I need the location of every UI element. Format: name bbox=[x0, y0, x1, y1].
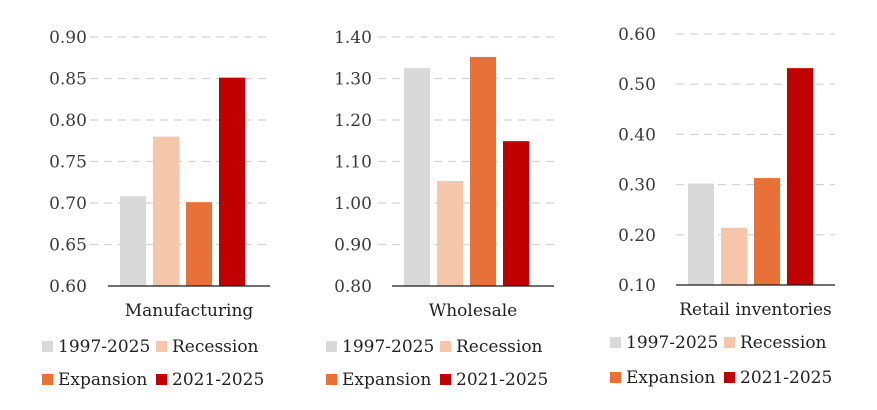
legend-swatch bbox=[610, 372, 621, 383]
y-tick-label: 0.70 bbox=[49, 194, 87, 214]
legend: 1997-2025 Recession Expansion 2021-2025 bbox=[326, 337, 548, 390]
legend-label: Recession bbox=[740, 333, 827, 353]
y-tick-label: 1.30 bbox=[334, 70, 372, 90]
bar-1997-2025 bbox=[120, 196, 146, 286]
y-tick-label: 0.20 bbox=[618, 226, 656, 246]
bar-1997-2025 bbox=[688, 183, 714, 285]
legend-swatch bbox=[42, 374, 53, 385]
chart-panel-2: 0.80 0.90 1.00 1.10 1.20 1.30 1.40 Wholesale 199… bbox=[326, 28, 554, 390]
y-tick-label: 0.80 bbox=[49, 111, 87, 131]
y-tick-label: 0.65 bbox=[49, 236, 87, 256]
legend-swatch bbox=[156, 341, 167, 352]
bar-2021-2025 bbox=[503, 141, 529, 286]
legend-swatch bbox=[724, 372, 735, 383]
x-category-label: Manufacturing bbox=[125, 301, 254, 321]
bar-recession bbox=[721, 227, 747, 285]
bar-expansion bbox=[186, 202, 212, 286]
legend-label: 2021-2025 bbox=[172, 370, 264, 390]
legend-label: Expansion bbox=[626, 368, 715, 388]
legend-swatch bbox=[326, 374, 337, 385]
legend-label: Recession bbox=[456, 337, 543, 357]
legend-swatch bbox=[42, 341, 53, 352]
y-tick-label: 0.50 bbox=[618, 75, 656, 95]
y-tick-label: 0.60 bbox=[618, 25, 656, 45]
y-tick-label: 1.10 bbox=[334, 153, 372, 173]
y-tick-label: 1.00 bbox=[334, 194, 372, 214]
y-tick-label: 1.40 bbox=[334, 28, 372, 48]
y-tick-label: 0.10 bbox=[618, 276, 656, 296]
legend-swatch bbox=[440, 341, 451, 352]
bar-expansion bbox=[754, 178, 780, 285]
legend-label: 1997-2025 bbox=[342, 337, 434, 357]
y-tick-label: 0.85 bbox=[49, 70, 87, 90]
chart-panel-1: 0.60 0.65 0.70 0.75 0.80 0.85 0.90 Manufacturin… bbox=[42, 28, 270, 390]
y-tick-label: 0.80 bbox=[334, 277, 372, 297]
y-tick-label: 0.30 bbox=[618, 176, 656, 196]
y-tick-label: 0.75 bbox=[49, 153, 87, 173]
bar-expansion bbox=[470, 56, 496, 286]
bar-1997-2025 bbox=[404, 68, 430, 286]
legend-label: Expansion bbox=[58, 370, 147, 390]
y-tick-label: 0.60 bbox=[49, 277, 87, 297]
bar-recession bbox=[153, 136, 179, 286]
legend-label: 2021-2025 bbox=[456, 370, 548, 390]
y-tick-label: 0.90 bbox=[49, 28, 87, 48]
bar-2021-2025 bbox=[219, 77, 245, 286]
legend-swatch bbox=[440, 374, 451, 385]
legend-swatch bbox=[610, 337, 621, 348]
y-tick-label: 0.90 bbox=[334, 236, 372, 256]
legend-label: 2021-2025 bbox=[740, 368, 832, 388]
bar-recession bbox=[437, 181, 463, 286]
y-tick-label: 0.40 bbox=[618, 125, 656, 145]
legend-swatch bbox=[156, 374, 167, 385]
x-category-label: Retail inventories bbox=[679, 300, 832, 320]
legend-swatch bbox=[326, 341, 337, 352]
legend-swatch bbox=[724, 337, 735, 348]
chart-panel-3: 0.10 0.20 0.30 0.40 0.50 0.60 Retail inventori… bbox=[610, 25, 835, 388]
x-category-label: Wholesale bbox=[429, 301, 518, 321]
bar-2021-2025 bbox=[787, 68, 813, 285]
legend-label: Expansion bbox=[342, 370, 431, 390]
legend-label: Recession bbox=[172, 337, 259, 357]
legend-label: 1997-2025 bbox=[58, 337, 150, 357]
legend: 1997-2025 Recession Expansion 2021-2025 bbox=[42, 337, 264, 390]
legend-label: 1997-2025 bbox=[626, 333, 718, 353]
y-tick-label: 1.20 bbox=[334, 111, 372, 131]
legend: 1997-2025 Recession Expansion 2021-2025 bbox=[610, 333, 832, 388]
